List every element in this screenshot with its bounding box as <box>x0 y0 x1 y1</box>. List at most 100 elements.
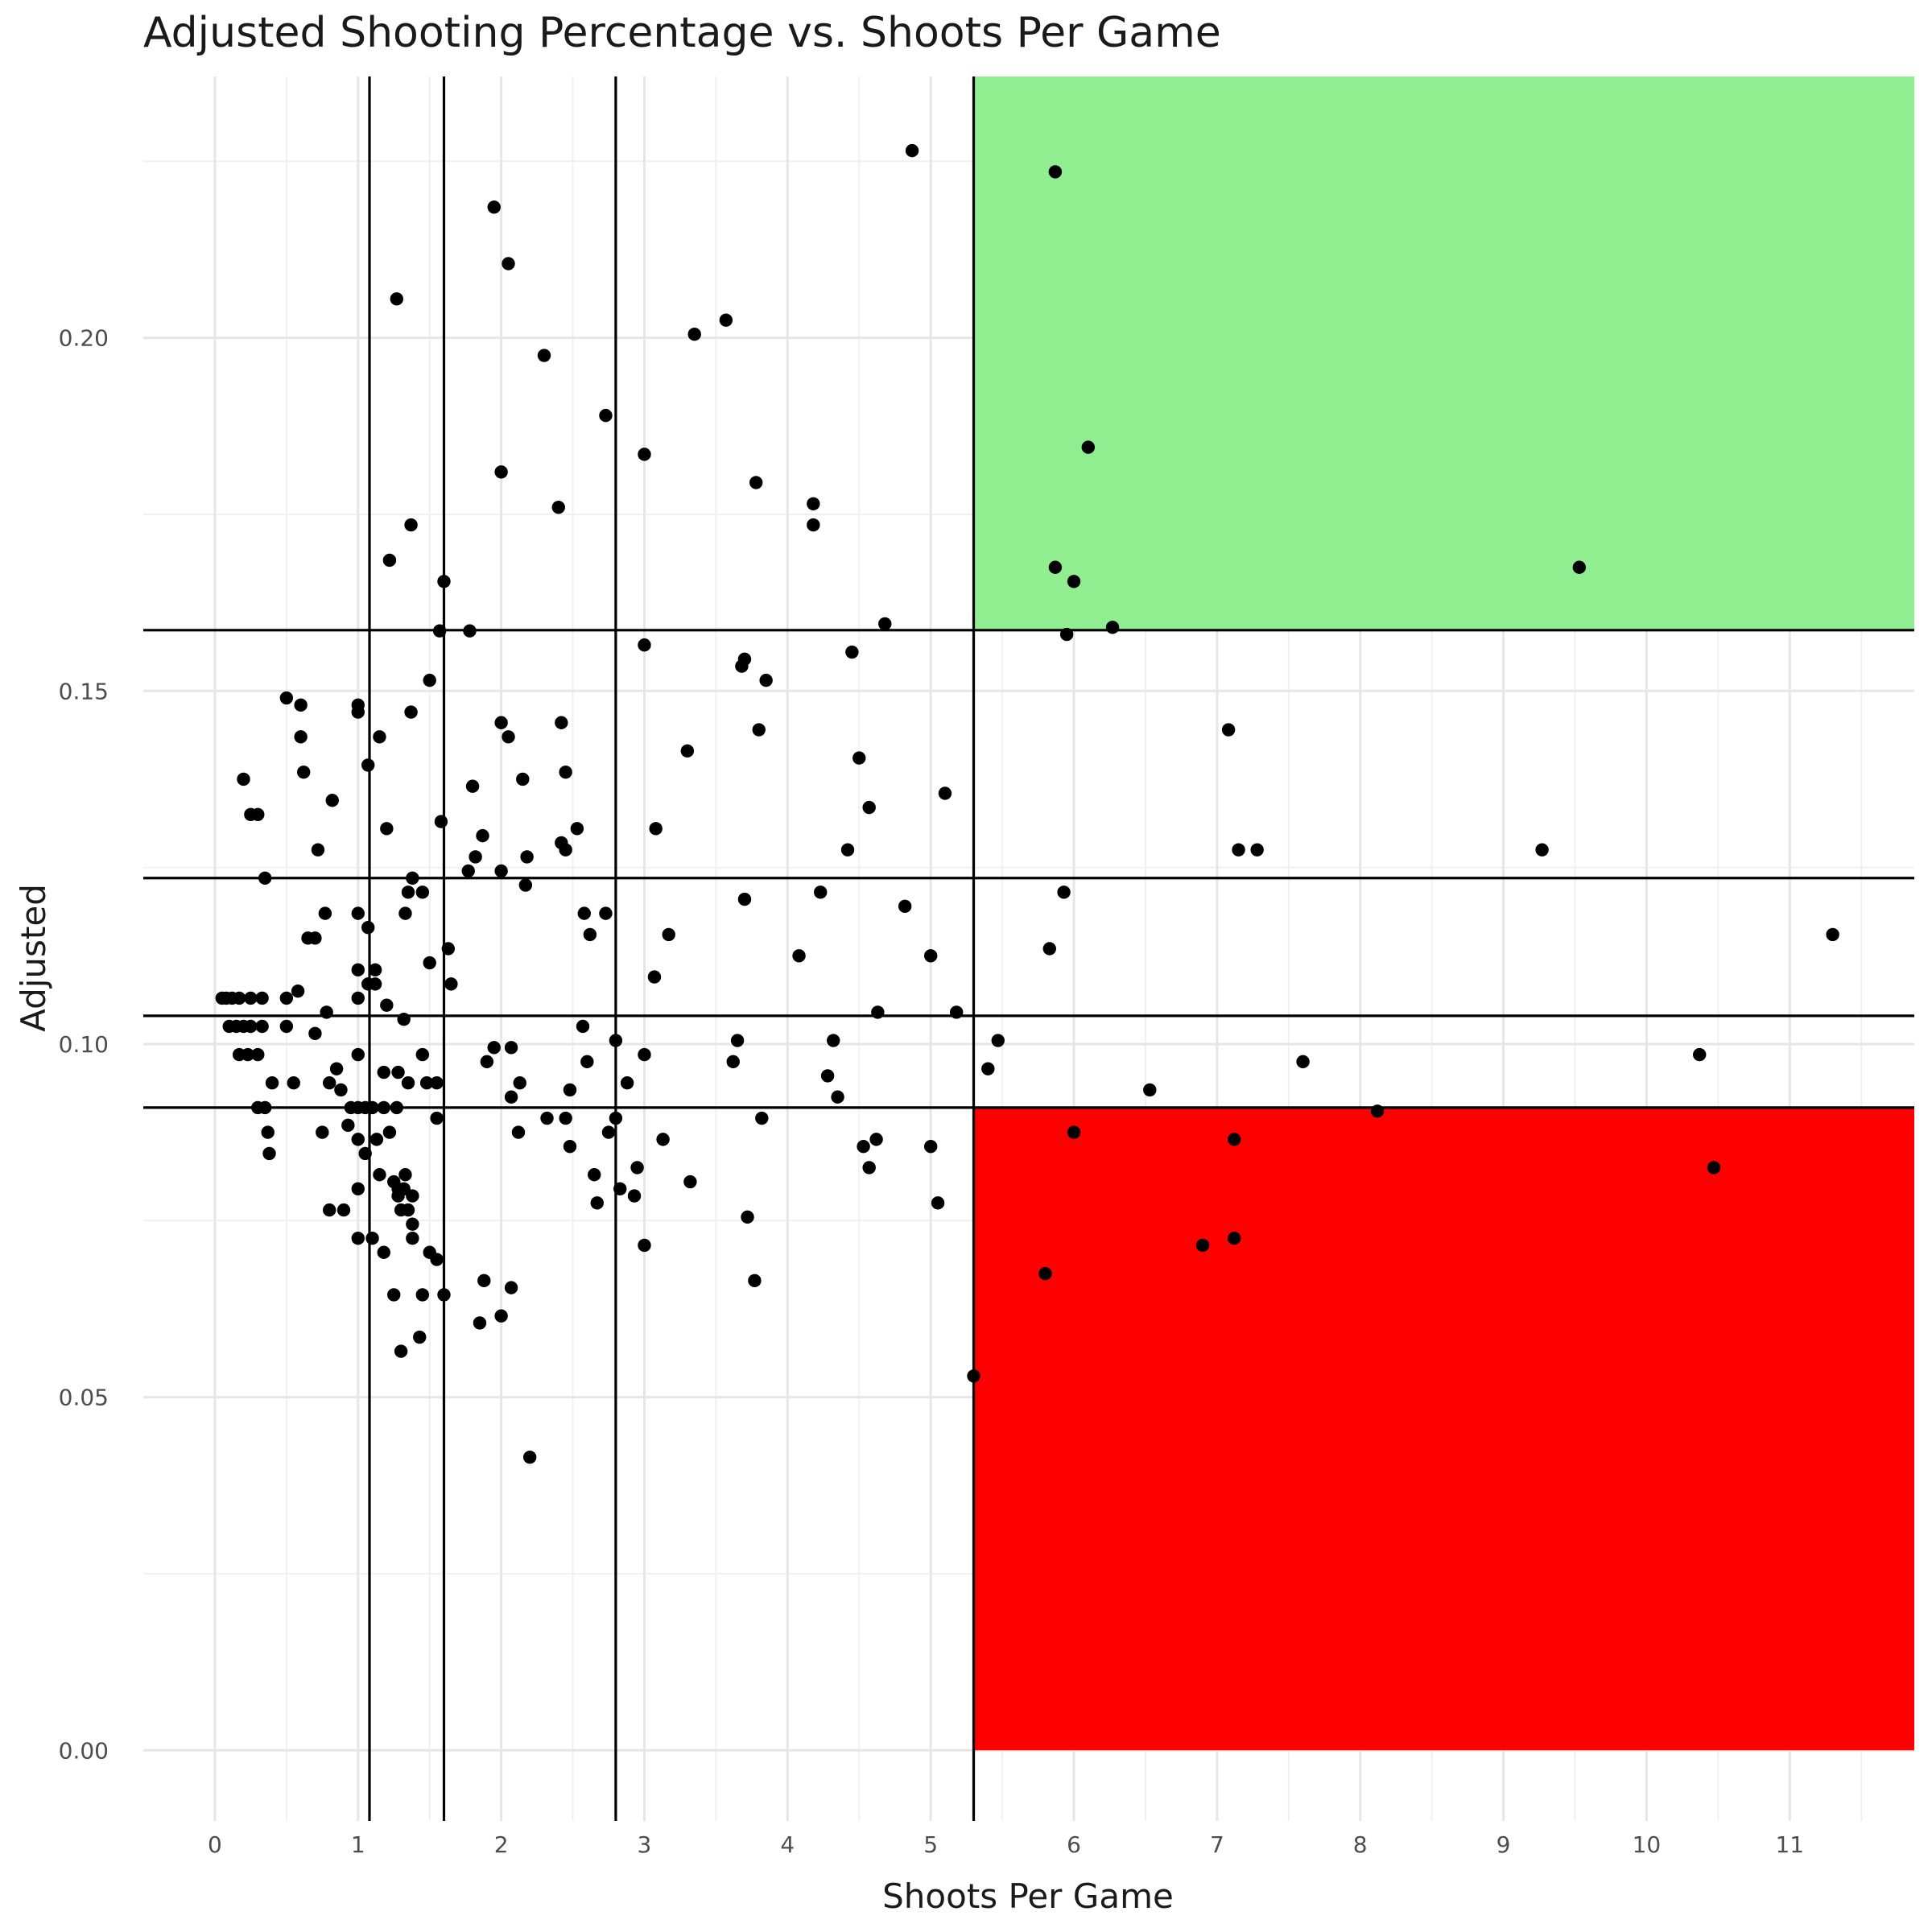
data-point <box>570 822 584 836</box>
data-point <box>432 624 447 638</box>
data-point <box>320 1005 333 1019</box>
data-point <box>748 1274 762 1288</box>
data-point <box>351 906 365 920</box>
data-point <box>368 963 382 977</box>
data-point <box>522 1450 537 1464</box>
x-tick-label: 3 <box>638 1831 652 1858</box>
data-point <box>583 927 597 942</box>
data-point <box>580 1055 594 1069</box>
data-point <box>279 691 294 705</box>
data-point <box>380 822 394 836</box>
x-axis-ticks: 0 1 2 3 4 5 6 7 8 9 10 11 <box>208 1831 1804 1858</box>
data-point <box>255 1019 269 1034</box>
data-point <box>258 1100 272 1115</box>
data-point <box>857 1139 870 1154</box>
data-point <box>662 927 675 942</box>
data-point <box>287 1075 300 1090</box>
y-axis-ticks: 0.00 0.05 0.10 0.15 0.20 <box>59 325 109 1765</box>
data-point <box>1048 560 1063 574</box>
data-point <box>406 871 419 885</box>
data-point <box>1228 1133 1241 1146</box>
data-point <box>437 1288 451 1302</box>
data-point <box>404 705 418 719</box>
data-point <box>827 1034 840 1047</box>
x-tick-label: 5 <box>923 1831 938 1858</box>
data-point <box>434 815 448 828</box>
data-point <box>463 624 477 638</box>
data-point <box>351 991 365 1005</box>
data-point <box>520 850 534 864</box>
data-point <box>502 730 515 744</box>
data-point <box>358 1146 372 1161</box>
data-point <box>1370 1104 1385 1118</box>
data-point <box>351 1182 365 1195</box>
data-point <box>647 970 662 984</box>
data-point <box>477 1274 491 1288</box>
data-point <box>1693 1047 1707 1062</box>
y-tick-label: 0.00 <box>59 1737 109 1764</box>
data-point <box>1250 843 1264 857</box>
data-point <box>741 1210 754 1224</box>
data-point <box>737 652 752 666</box>
data-point <box>351 1047 365 1062</box>
data-point <box>1232 843 1245 857</box>
data-point <box>576 1019 590 1034</box>
data-point <box>814 886 828 899</box>
data-point <box>444 977 458 991</box>
data-point <box>401 1075 415 1090</box>
data-point <box>476 828 489 843</box>
data-point <box>559 1111 572 1125</box>
data-point <box>1195 1238 1210 1253</box>
data-point <box>251 1047 265 1062</box>
data-point <box>382 1125 397 1139</box>
y-axis-title: Adjusted <box>14 884 53 1032</box>
data-point <box>294 698 308 712</box>
data-point <box>351 1232 365 1245</box>
data-point <box>938 786 952 800</box>
data-point <box>898 899 912 914</box>
data-points <box>215 143 1839 1464</box>
data-point <box>540 1111 554 1125</box>
y-tick-label: 0.05 <box>59 1385 109 1411</box>
x-tick-label: 2 <box>494 1831 509 1858</box>
data-point <box>1067 1125 1081 1139</box>
data-point <box>441 942 456 956</box>
data-point <box>423 673 436 687</box>
data-point <box>423 956 436 970</box>
data-point <box>494 716 508 729</box>
data-point <box>473 1316 487 1330</box>
data-point <box>390 1100 403 1115</box>
data-point <box>931 1196 945 1210</box>
data-point <box>1228 1232 1241 1245</box>
data-point <box>577 906 591 920</box>
data-point <box>430 1253 444 1266</box>
data-point <box>759 673 773 687</box>
data-point <box>792 949 806 963</box>
data-point <box>244 991 258 1005</box>
data-point <box>807 497 820 510</box>
data-point <box>555 716 568 729</box>
data-point <box>504 1041 518 1055</box>
data-point <box>609 1111 623 1125</box>
data-point <box>599 408 613 423</box>
data-point <box>368 977 382 991</box>
data-point <box>494 465 508 479</box>
data-point <box>687 328 701 341</box>
data-point <box>991 1034 1005 1047</box>
data-point <box>620 1075 634 1090</box>
y-tick-label: 0.20 <box>59 325 109 352</box>
x-tick-label: 6 <box>1067 1831 1081 1858</box>
y-tick-label: 0.10 <box>59 1031 109 1058</box>
data-point <box>323 1075 336 1090</box>
data-point <box>265 1075 279 1090</box>
data-point <box>329 1062 344 1075</box>
data-point <box>387 1288 401 1302</box>
data-point <box>1221 723 1236 737</box>
data-point <box>516 772 530 786</box>
data-point <box>1059 627 1074 642</box>
data-point <box>404 518 418 532</box>
data-point <box>294 730 308 744</box>
data-point <box>261 1125 275 1139</box>
data-point <box>437 575 451 588</box>
data-point <box>831 1090 844 1104</box>
